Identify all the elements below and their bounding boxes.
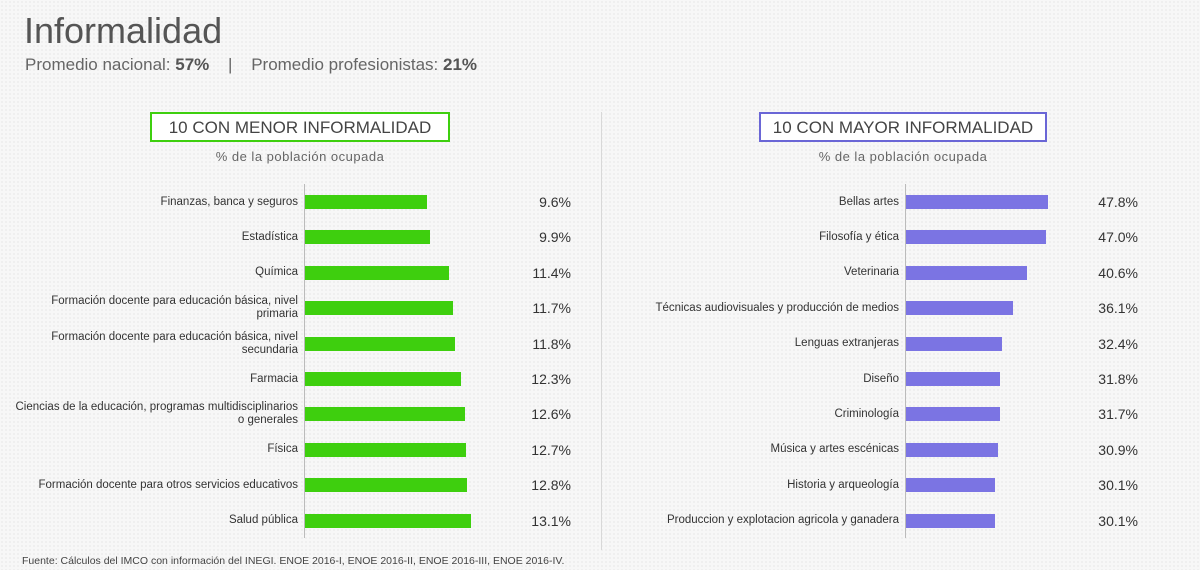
- bar: [906, 265, 1027, 280]
- national-average-value: 57%: [175, 55, 210, 74]
- value-label: 9.9%: [539, 229, 571, 246]
- chart-1-axis: [905, 184, 906, 538]
- category-label: Finanzas, banca y seguros: [160, 195, 298, 208]
- bar: [305, 265, 450, 280]
- value-label: 11.7%: [532, 300, 571, 317]
- value-label: 40.6%: [1098, 264, 1138, 281]
- value-label: 12.3%: [531, 371, 571, 387]
- category-label: Criminología: [834, 407, 899, 420]
- bar: [906, 513, 996, 528]
- low-informality-subtitle: % de la población ocupada: [215, 149, 385, 164]
- category-label: Lenguas extranjeras: [794, 337, 899, 350]
- category-label: Produccion y explotacion agricola y gana…: [666, 514, 899, 527]
- bar: [305, 230, 431, 245]
- bar: [906, 230, 1046, 245]
- category-label: Estadística: [241, 230, 298, 243]
- category-label: Técnicas audiovisuales y producción de m…: [655, 301, 899, 314]
- bar: [305, 372, 461, 386]
- value-label: 36.1%: [1098, 300, 1138, 317]
- category-label: Ciencias de la educación, programas mult…: [15, 401, 298, 427]
- value-label: 12.7%: [531, 441, 571, 458]
- value-label: 32.4%: [1098, 335, 1138, 352]
- category-label: Farmacia: [250, 372, 298, 385]
- category-label: Diseño: [863, 372, 899, 385]
- value-label: 12.6%: [531, 406, 571, 423]
- bar: [906, 478, 996, 493]
- bar: [305, 513, 471, 528]
- professional-average-value: 21%: [443, 55, 478, 74]
- bar: [906, 336, 1003, 351]
- value-label: 12.8%: [531, 477, 571, 494]
- bar: [906, 442, 998, 457]
- bar: [305, 301, 454, 316]
- source-note: Fuente: Cálculos del IMCO con informació…: [22, 555, 565, 567]
- category-label: Formación docente para educación básica,…: [51, 330, 298, 356]
- value-label: 11.8%: [532, 335, 571, 352]
- category-label: Formación docente para otros servicios e…: [38, 478, 298, 491]
- value-label: 31.8%: [1098, 371, 1138, 387]
- low-informality-title: 10 CON MENOR INFORMALIDAD: [150, 112, 450, 142]
- category-label: Química: [255, 266, 298, 279]
- bar: [305, 407, 465, 422]
- category-label: Historia y arqueología: [787, 478, 899, 491]
- page-title: Informalidad: [24, 10, 223, 51]
- category-label: Veterinaria: [844, 266, 899, 279]
- category-label: Bellas artes: [838, 195, 899, 208]
- high-informality-title: 10 CON MAYOR INFORMALIDAD: [759, 112, 1047, 142]
- category-label: Física: [267, 443, 298, 456]
- bar: [305, 195, 427, 209]
- value-label: 30.9%: [1098, 441, 1138, 458]
- separator: |: [228, 55, 233, 74]
- value-label: 47.8%: [1098, 194, 1138, 210]
- value-label: 13.1%: [531, 512, 571, 529]
- bar: [906, 301, 1014, 316]
- bar: [906, 407, 1001, 422]
- bar: [906, 195, 1048, 209]
- bar: [305, 478, 468, 493]
- category-label: Filosofía y ética: [819, 230, 899, 243]
- value-label: 9.6%: [539, 194, 571, 210]
- bar: [305, 336, 455, 351]
- value-label: 30.1%: [1098, 477, 1138, 494]
- value-label: 30.1%: [1098, 512, 1138, 529]
- category-label: Música y artes escénicas: [770, 443, 899, 456]
- professional-average-label: Promedio profesionistas:: [251, 55, 439, 74]
- national-average-label: Promedio nacional:: [25, 55, 171, 74]
- high-informality-subtitle: % de la población ocupada: [818, 149, 988, 164]
- value-label: 47.0%: [1098, 229, 1138, 246]
- bar: [906, 372, 1001, 386]
- bar: [305, 442, 466, 457]
- panel-divider: [601, 112, 602, 550]
- value-label: 31.7%: [1098, 406, 1138, 423]
- category-label: Salud pública: [228, 514, 298, 527]
- averages-summary: Promedio nacional: 57% | Promedio profes…: [25, 55, 477, 75]
- chart-0-axis: [304, 184, 305, 538]
- category-label: Formación docente para educación básica,…: [51, 295, 298, 321]
- value-label: 11.4%: [532, 264, 571, 281]
